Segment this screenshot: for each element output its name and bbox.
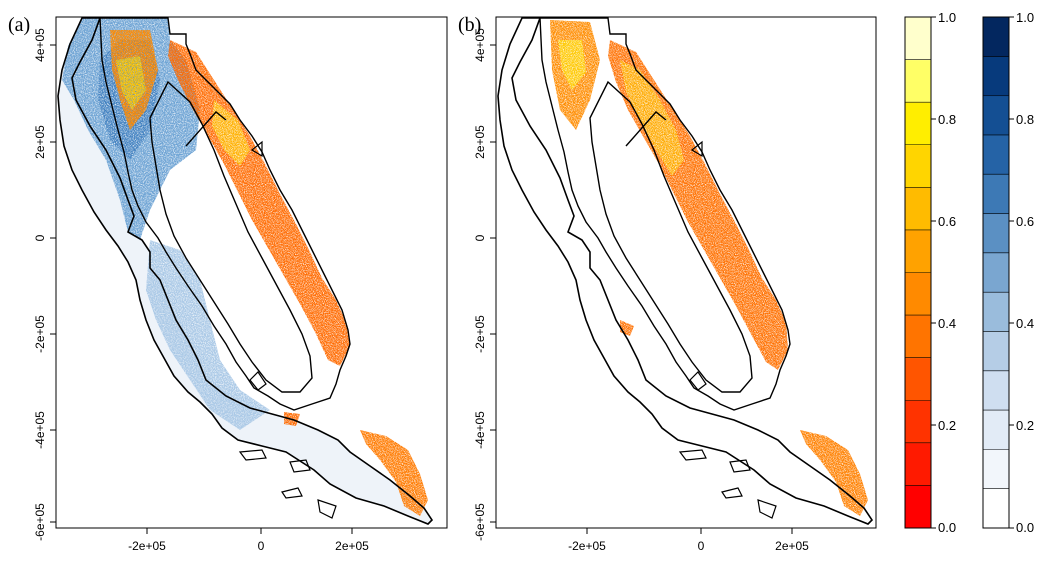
legend-blue-tick: 0.2 bbox=[1016, 418, 1034, 433]
legend-blue-tick: 1.0 bbox=[1016, 10, 1034, 25]
panel-b-ytick: -6e+05 bbox=[473, 503, 487, 541]
legend-blue-tick: 0.4 bbox=[1016, 316, 1034, 331]
legend-swatch bbox=[983, 134, 1009, 175]
panel-b: -2e+05 0 2e+05 4e+05 2e+05 0 -2e+05 -4e+… bbox=[473, 16, 877, 553]
legend-swatch bbox=[905, 187, 931, 231]
panel-b-ytick: -2e+05 bbox=[473, 315, 487, 353]
legend-swatch bbox=[983, 331, 1009, 372]
panel-b-ytick: 4e+05 bbox=[473, 28, 487, 62]
legend-swatch bbox=[983, 292, 1009, 332]
legend-blue-swatches bbox=[983, 17, 1009, 529]
legend-blue-tick: 0.8 bbox=[1016, 112, 1034, 127]
legend-swatch bbox=[983, 174, 1009, 215]
legend-blue-tick: 0.6 bbox=[1016, 214, 1034, 229]
legend-swatch bbox=[983, 17, 1009, 57]
legend-orange-tick: 0.8 bbox=[938, 112, 956, 127]
panel-a-ytick: 4e+05 bbox=[33, 28, 47, 62]
panel-a-ytick: -6e+05 bbox=[33, 503, 47, 541]
panel-a-ytick: 2e+05 bbox=[33, 125, 47, 159]
legend-swatch bbox=[905, 442, 931, 486]
legend-swatch bbox=[905, 144, 931, 188]
legend-orange-tick: 0.2 bbox=[938, 418, 956, 433]
panel-b-ytick: -4e+05 bbox=[473, 411, 487, 449]
panel-a-xtick: -2e+05 bbox=[128, 539, 166, 553]
panel-a-map bbox=[57, 17, 433, 525]
panel-a-tick-marks bbox=[50, 44, 353, 534]
legend-swatch bbox=[905, 400, 931, 444]
panel-a: -2e+05 0 2e+05 4e+05 2e+05 0 -2e+05 -4e+… bbox=[33, 16, 448, 553]
legend-swatch bbox=[983, 370, 1009, 411]
legend-swatch bbox=[905, 102, 931, 146]
panel-b-xtick: 2e+05 bbox=[775, 539, 809, 553]
legend-swatch bbox=[905, 357, 931, 401]
legend-orange-tick: 1.0 bbox=[938, 10, 956, 25]
panel-b-tick-marks bbox=[490, 44, 793, 534]
legend-swatch bbox=[983, 449, 1009, 490]
panel-a-ytick: -4e+05 bbox=[33, 411, 47, 449]
legend-tick-marks bbox=[931, 16, 1014, 529]
panel-b-ytick: 0 bbox=[473, 234, 487, 241]
panel-b-xtick: -2e+05 bbox=[568, 539, 606, 553]
legend-swatch bbox=[905, 315, 931, 359]
legend-swatch bbox=[983, 410, 1009, 450]
legend-blue-tick: 0.0 bbox=[1016, 520, 1034, 535]
panel-b-xtick: 0 bbox=[698, 539, 705, 553]
legend-swatch bbox=[905, 485, 931, 529]
panel-b-tag: (b) bbox=[458, 14, 482, 36]
legend-blue: 1.0 0.8 0.6 0.4 0.2 0.0 bbox=[982, 10, 1034, 535]
legend-orange-tick: 0.0 bbox=[938, 520, 956, 535]
legend-swatch bbox=[905, 59, 931, 103]
panel-a-tag: (a) bbox=[8, 14, 31, 36]
legend-orange: 1.0 0.8 0.6 0.4 0.2 0.0 bbox=[904, 10, 956, 535]
panel-a-ytick: 0 bbox=[33, 234, 47, 241]
legend-swatch bbox=[983, 56, 1009, 97]
legend-swatch bbox=[983, 488, 1009, 529]
legend-orange-tick: 0.4 bbox=[938, 316, 956, 331]
panel-b-ytick: 2e+05 bbox=[473, 125, 487, 159]
panel-b-map bbox=[497, 17, 873, 525]
legend-swatch bbox=[983, 95, 1009, 136]
panel-a-xtick: 0 bbox=[258, 539, 265, 553]
panel-a-xtick: 2e+05 bbox=[335, 539, 369, 553]
legend-swatch bbox=[905, 272, 931, 316]
legend-swatch bbox=[905, 229, 931, 273]
legend-orange-tick: 0.6 bbox=[938, 214, 956, 229]
legend-orange-swatches bbox=[905, 17, 931, 529]
panel-a-ytick: -2e+05 bbox=[33, 315, 47, 353]
legend-swatch bbox=[983, 252, 1009, 293]
legend-swatch bbox=[983, 213, 1009, 254]
legend-swatch bbox=[905, 17, 931, 61]
